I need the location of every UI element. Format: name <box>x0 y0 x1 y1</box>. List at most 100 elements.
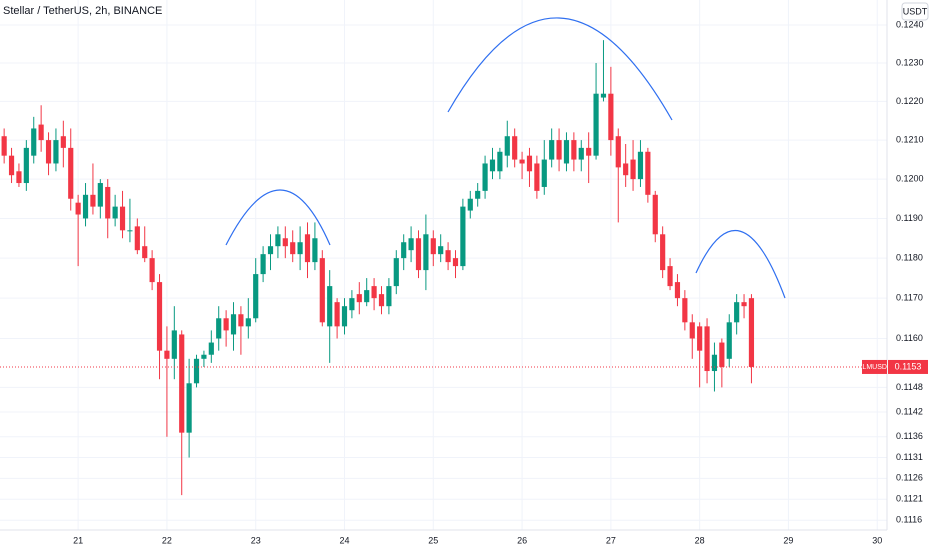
candle-body <box>297 242 303 255</box>
candle-body <box>230 314 237 335</box>
y-tick-label: 0.1210 <box>896 134 924 144</box>
x-tick-label: 21 <box>73 535 83 545</box>
y-tick-label: 0.1180 <box>896 253 923 263</box>
candle-body <box>393 258 399 287</box>
y-tick-label: 0.1170 <box>896 293 923 303</box>
candle-body <box>430 238 436 255</box>
candle-body <box>726 322 732 359</box>
candle-body <box>23 147 29 184</box>
candle-body <box>90 194 96 207</box>
y-tick-label: 0.1200 <box>896 173 924 183</box>
candle-body <box>97 183 103 207</box>
candle-body <box>112 206 118 219</box>
x-tick-label: 22 <box>162 535 172 545</box>
candle-body <box>697 326 703 351</box>
candle-body <box>31 128 37 156</box>
candle-body <box>519 159 525 164</box>
candle-body <box>674 282 681 299</box>
candle-body <box>489 159 496 172</box>
x-tick-label: 23 <box>251 535 261 545</box>
candle-body <box>304 234 311 263</box>
candle-body <box>623 163 629 176</box>
axes: 0.1240 0.1230 0.1220 0.1210 0.1200 0.1190 0.11… <box>0 19 928 545</box>
candle-body <box>16 171 22 184</box>
candle-body <box>327 286 333 327</box>
candle-body <box>245 318 251 327</box>
x-tick-label: 25 <box>428 535 438 545</box>
head-arc <box>447 17 673 121</box>
candle-body <box>119 206 126 231</box>
candle-body <box>452 258 459 267</box>
x-tick-label: 24 <box>339 535 349 545</box>
candle-body <box>541 159 547 187</box>
candle-body <box>504 136 510 156</box>
candle-body <box>467 198 473 211</box>
candle-body <box>371 286 377 299</box>
candle-body <box>563 140 570 164</box>
currency-label[interactable]: USDT <box>903 6 928 16</box>
y-tick-label: 0.1121 <box>896 494 923 504</box>
x-tick-label: 28 <box>695 535 705 545</box>
candle-body <box>719 342 725 367</box>
x-tick-label: 27 <box>606 535 616 545</box>
candle-body <box>549 140 555 160</box>
candle-body <box>645 151 651 195</box>
candle-body <box>423 234 429 271</box>
candle-body <box>275 234 281 247</box>
candle-body <box>238 314 244 327</box>
candle-body <box>341 306 348 327</box>
candle-body <box>497 151 503 172</box>
candle-body <box>593 93 599 156</box>
grid <box>0 0 887 530</box>
x-tick-label: 29 <box>783 535 793 545</box>
last-price-tag <box>888 359 928 374</box>
candle-body <box>127 230 133 232</box>
symbol-tag <box>862 359 887 374</box>
candle-body <box>282 238 288 247</box>
candle-body <box>475 190 481 199</box>
candle-body <box>438 246 444 255</box>
candle-body <box>142 246 148 259</box>
candle-body <box>512 136 518 160</box>
candle-body <box>193 358 200 384</box>
y-tick-label: 0.1136 <box>896 431 923 441</box>
candle-body <box>164 350 170 359</box>
y-tick-label: 0.1116 <box>896 515 922 525</box>
candle-body <box>652 194 658 235</box>
candle-body <box>267 246 274 255</box>
candle-body <box>608 93 614 141</box>
candle-body <box>401 242 407 259</box>
candle-body <box>408 238 414 251</box>
last-price-label: 0.1153 <box>895 361 922 371</box>
candle-body <box>349 298 355 311</box>
x-tick-label: 30 <box>872 535 882 545</box>
x-tick-label: 26 <box>517 535 527 545</box>
candle-body <box>260 254 266 275</box>
candle-body <box>741 302 747 307</box>
candle-body <box>75 202 81 215</box>
candle-body <box>45 140 52 164</box>
candle-body <box>201 354 207 359</box>
candle-body <box>482 163 488 191</box>
right-shoulder-arc <box>695 229 786 299</box>
candle-body <box>105 186 111 219</box>
candle-body <box>460 206 466 267</box>
candle-body <box>556 140 562 160</box>
candle-body <box>60 136 66 148</box>
candle-body <box>364 290 370 303</box>
candle-body <box>312 238 318 263</box>
y-tick-label: 0.1142 <box>896 406 923 416</box>
candle-body <box>689 322 695 339</box>
candle-body <box>682 298 688 323</box>
candle-body <box>8 155 15 176</box>
candle-body <box>704 326 710 372</box>
candle-body <box>637 151 644 180</box>
chart-title: Stellar / TetherUS, 2h, BINANCE <box>3 5 162 17</box>
pattern-arcs <box>225 17 786 299</box>
candle-body <box>711 354 718 372</box>
candle-body <box>526 155 533 172</box>
candle-body <box>660 234 666 271</box>
currency-box[interactable] <box>901 2 929 21</box>
candle-body <box>445 250 451 263</box>
